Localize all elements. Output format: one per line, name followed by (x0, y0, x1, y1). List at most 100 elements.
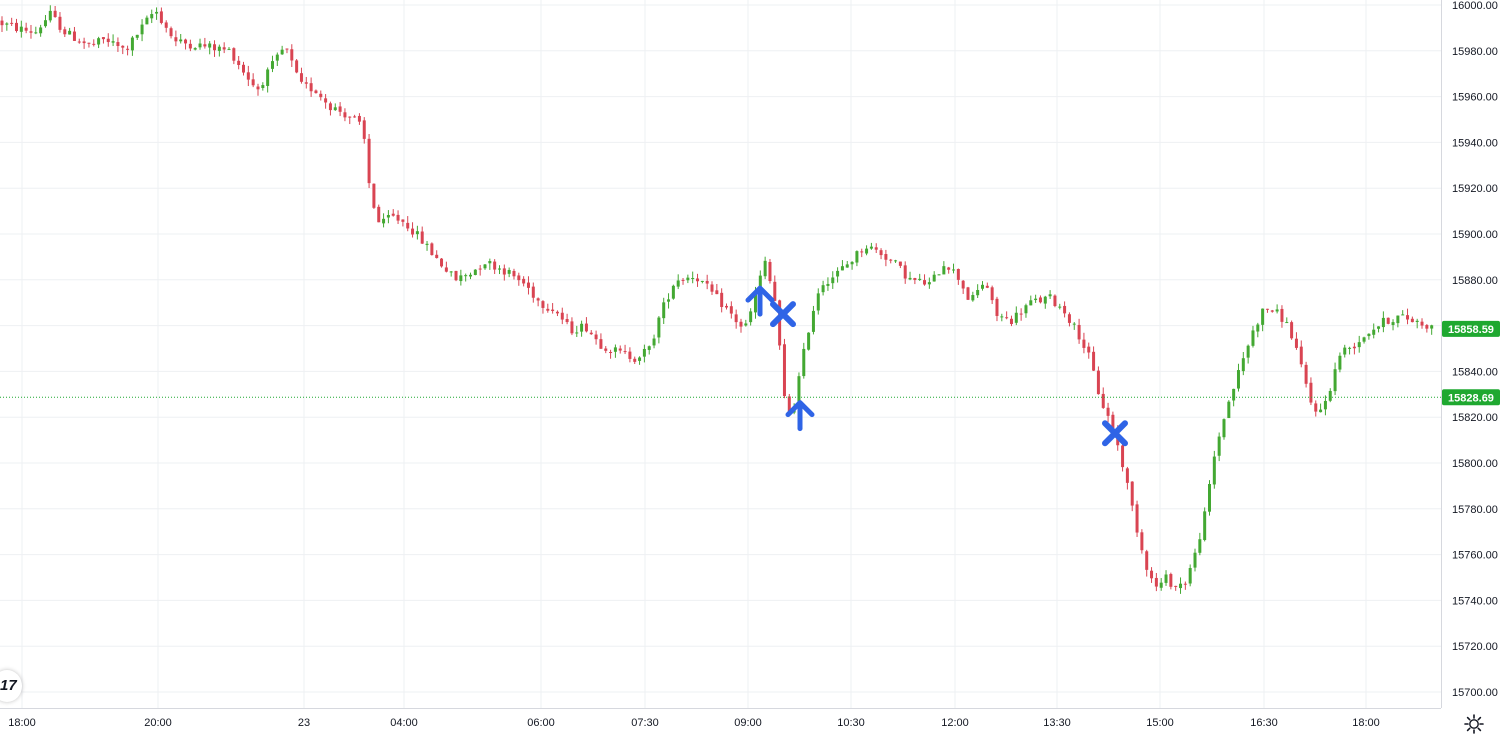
candle (29, 24, 33, 39)
candle (121, 45, 125, 55)
candle (1227, 400, 1231, 419)
candle (725, 303, 728, 310)
candle (179, 34, 183, 44)
candle (541, 300, 545, 314)
candle (1396, 315, 1400, 328)
candle (1169, 572, 1173, 590)
candle (1198, 532, 1202, 556)
candle (623, 344, 627, 355)
candle (362, 117, 366, 144)
candle (869, 242, 873, 250)
candle (48, 5, 52, 23)
y-tick-label: 15740.00 (1452, 595, 1498, 607)
candle (1058, 303, 1062, 310)
y-tick-label: 15840.00 (1452, 366, 1498, 378)
candle (836, 267, 840, 283)
candle (406, 216, 410, 232)
candle (208, 41, 212, 55)
time-axis[interactable]: 18:00 20:00 23 04:00 06:00 07:30 09:00 10:30 12:… (8, 717, 1380, 729)
candle (430, 242, 434, 256)
candle (1430, 324, 1434, 335)
candle (1145, 549, 1149, 577)
candle (411, 222, 415, 238)
candle (1019, 308, 1023, 321)
candle (642, 344, 646, 363)
candle (927, 277, 931, 289)
candle (464, 273, 468, 282)
candle (39, 24, 43, 37)
candle (469, 272, 473, 280)
buy-arrow-marker[interactable] (745, 285, 775, 317)
candle (932, 271, 936, 282)
buy-arrow-marker[interactable] (785, 400, 815, 432)
candle (1420, 318, 1424, 329)
candle (184, 38, 188, 50)
candle (1309, 377, 1313, 406)
candle (478, 264, 482, 276)
candle (1406, 308, 1410, 325)
candle (990, 285, 994, 304)
candle (227, 47, 231, 50)
candle (454, 270, 458, 282)
sell-cross-marker[interactable] (770, 301, 796, 328)
x-tick-label: 18:00 (8, 717, 36, 729)
candle (1179, 577, 1183, 594)
candle (1193, 548, 1197, 572)
candle (343, 108, 347, 122)
candle (1299, 340, 1303, 368)
candle (908, 271, 912, 281)
candle (53, 5, 57, 18)
candle (1285, 317, 1289, 324)
chart-logo-icon[interactable]: 17 (0, 670, 22, 702)
candle (391, 209, 395, 217)
candle (261, 82, 265, 91)
candle (628, 347, 632, 363)
candle (164, 20, 168, 33)
candle (367, 133, 371, 189)
price-label: 15828.69 (1442, 389, 1500, 406)
x-tick-label: 04:00 (390, 717, 418, 729)
candle (126, 45, 130, 56)
candle (63, 26, 67, 38)
candle (1357, 335, 1361, 353)
price-labels: 15858.59 15828.69 (0, 320, 1500, 406)
candle (1323, 395, 1327, 416)
price-axis[interactable]: 16000.00 15980.00 15960.00 15940.00 15920.00… (1452, 0, 1498, 699)
candle (1348, 346, 1352, 355)
candle (386, 210, 390, 224)
settings-gear-icon[interactable] (1462, 712, 1486, 736)
candle (357, 113, 361, 125)
x-tick-label: 09:00 (734, 717, 762, 729)
candle (507, 267, 511, 278)
candle (1106, 402, 1110, 423)
candle (662, 297, 666, 325)
candle (459, 269, 463, 286)
candle (918, 273, 922, 281)
candle (382, 213, 386, 228)
sell-cross-marker[interactable] (1102, 420, 1128, 447)
candle (295, 59, 299, 74)
candle (270, 55, 274, 73)
candle (1236, 363, 1240, 392)
candle (555, 310, 559, 317)
candle (913, 277, 917, 285)
candle (821, 280, 825, 296)
candle (681, 277, 685, 285)
candle (1203, 507, 1207, 542)
candle (584, 317, 588, 333)
candle (1222, 418, 1226, 440)
y-tick-label: 15960.00 (1452, 92, 1498, 104)
candle (246, 65, 250, 87)
candle (1014, 306, 1018, 326)
candle (749, 308, 753, 326)
candle (150, 9, 154, 24)
candle (34, 26, 38, 35)
candle (1381, 311, 1385, 333)
candle (1352, 342, 1356, 355)
candle (174, 30, 178, 47)
candle (43, 15, 47, 28)
candle (1077, 318, 1081, 344)
candle (580, 320, 584, 337)
candle (734, 309, 738, 329)
